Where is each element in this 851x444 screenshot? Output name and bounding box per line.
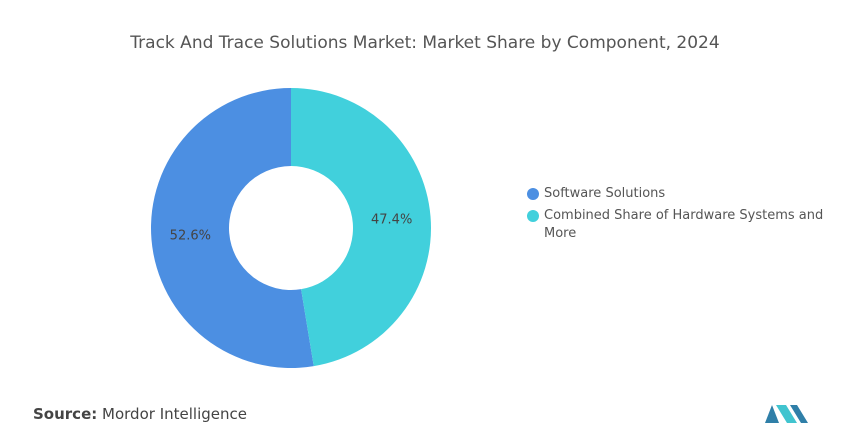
source: Source: Mordor Intelligence xyxy=(33,405,247,423)
legend-item: Combined Share of Hardware Systems and M… xyxy=(527,207,827,243)
data-label: 47.4% xyxy=(371,212,412,227)
legend-label: Combined Share of Hardware Systems and M… xyxy=(544,208,824,241)
donut-slice xyxy=(151,88,314,368)
legend: Software Solutions Combined Share of Hard… xyxy=(527,185,827,247)
legend-swatch xyxy=(527,188,539,200)
legend-swatch xyxy=(527,210,539,222)
source-label: Source: xyxy=(33,405,98,423)
legend-label: Software Solutions xyxy=(544,186,666,201)
source-text: Mordor Intelligence xyxy=(102,405,247,423)
chart-title: Track And Trace Solutions Market: Market… xyxy=(129,33,719,53)
data-label: 52.6% xyxy=(170,229,211,244)
legend-item: Software Solutions xyxy=(527,185,827,203)
logo xyxy=(765,405,808,423)
donut-slice xyxy=(291,88,432,367)
